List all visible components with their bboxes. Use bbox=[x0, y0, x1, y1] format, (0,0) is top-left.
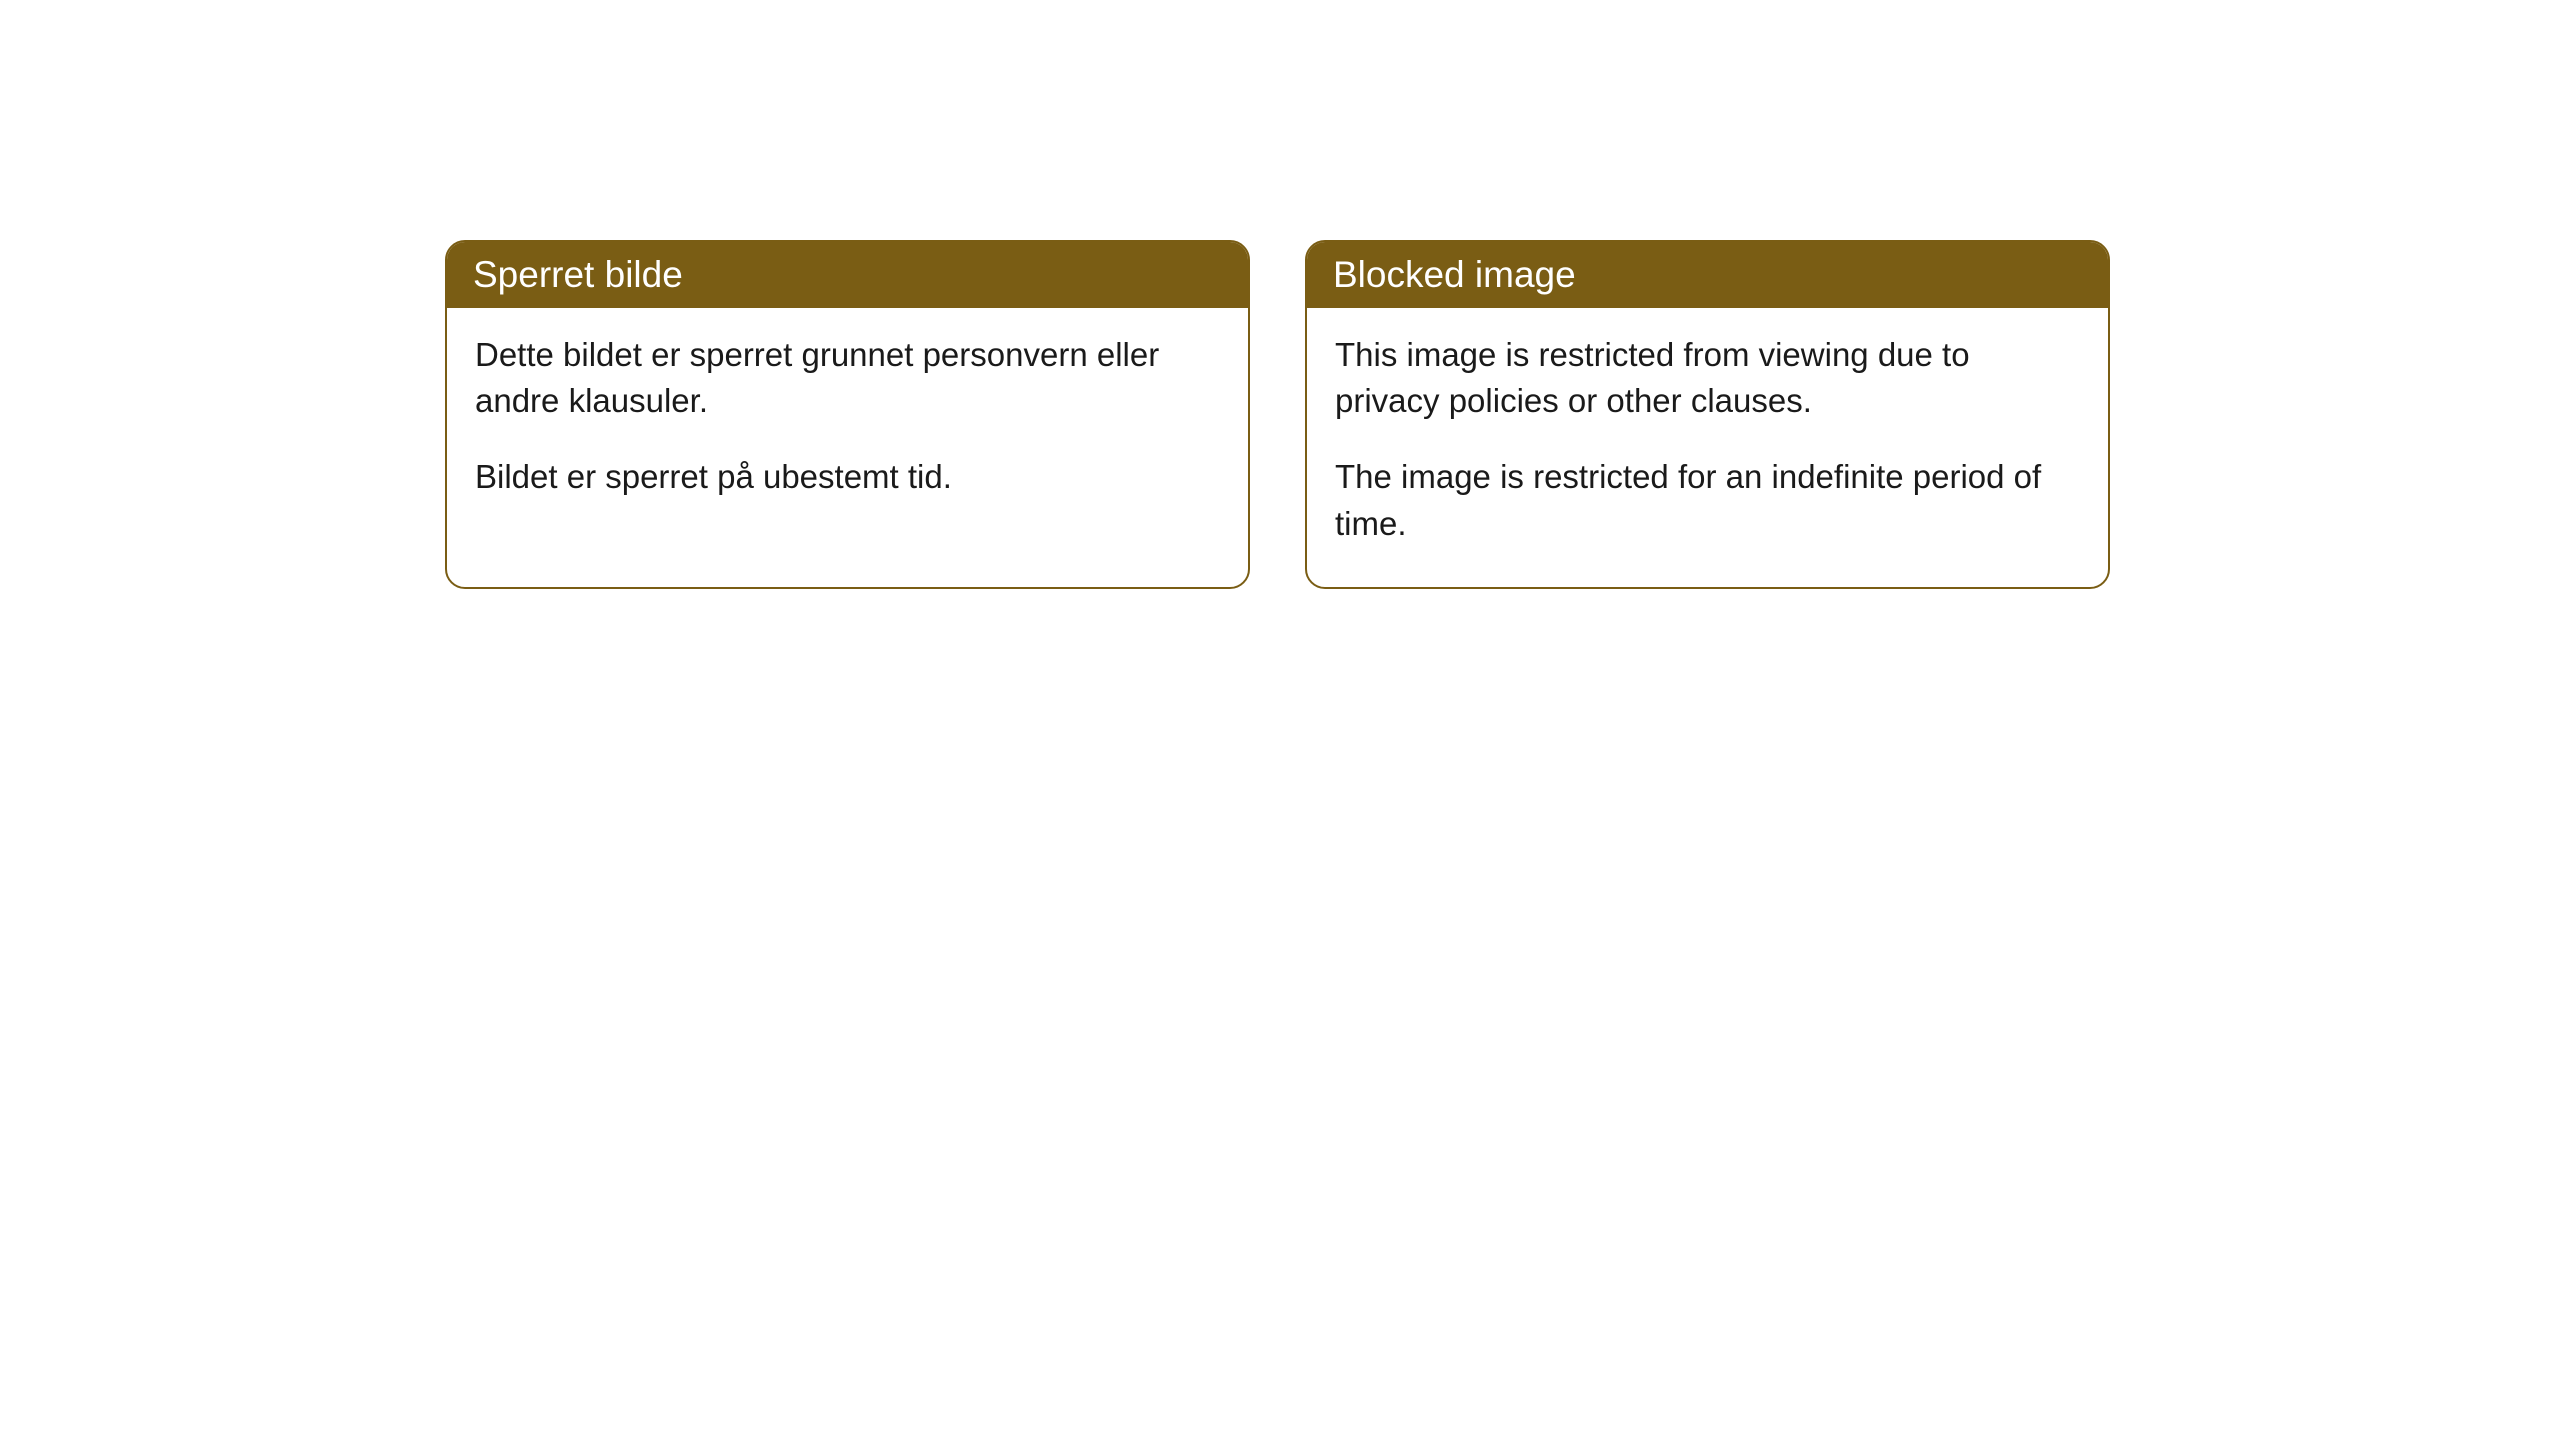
notice-card-norwegian: Sperret bilde Dette bildet er sperret gr… bbox=[445, 240, 1250, 589]
notice-card-english: Blocked image This image is restricted f… bbox=[1305, 240, 2110, 589]
notice-container: Sperret bilde Dette bildet er sperret gr… bbox=[445, 240, 2110, 589]
notice-title: Sperret bilde bbox=[473, 254, 683, 295]
notice-header: Sperret bilde bbox=[447, 242, 1248, 308]
notice-paragraph-2: The image is restricted for an indefinit… bbox=[1335, 454, 2080, 546]
notice-body: Dette bildet er sperret grunnet personve… bbox=[447, 308, 1248, 541]
notice-paragraph-1: This image is restricted from viewing du… bbox=[1335, 332, 2080, 424]
notice-paragraph-1: Dette bildet er sperret grunnet personve… bbox=[475, 332, 1220, 424]
notice-paragraph-2: Bildet er sperret på ubestemt tid. bbox=[475, 454, 1220, 500]
notice-title: Blocked image bbox=[1333, 254, 1576, 295]
notice-header: Blocked image bbox=[1307, 242, 2108, 308]
notice-body: This image is restricted from viewing du… bbox=[1307, 308, 2108, 587]
